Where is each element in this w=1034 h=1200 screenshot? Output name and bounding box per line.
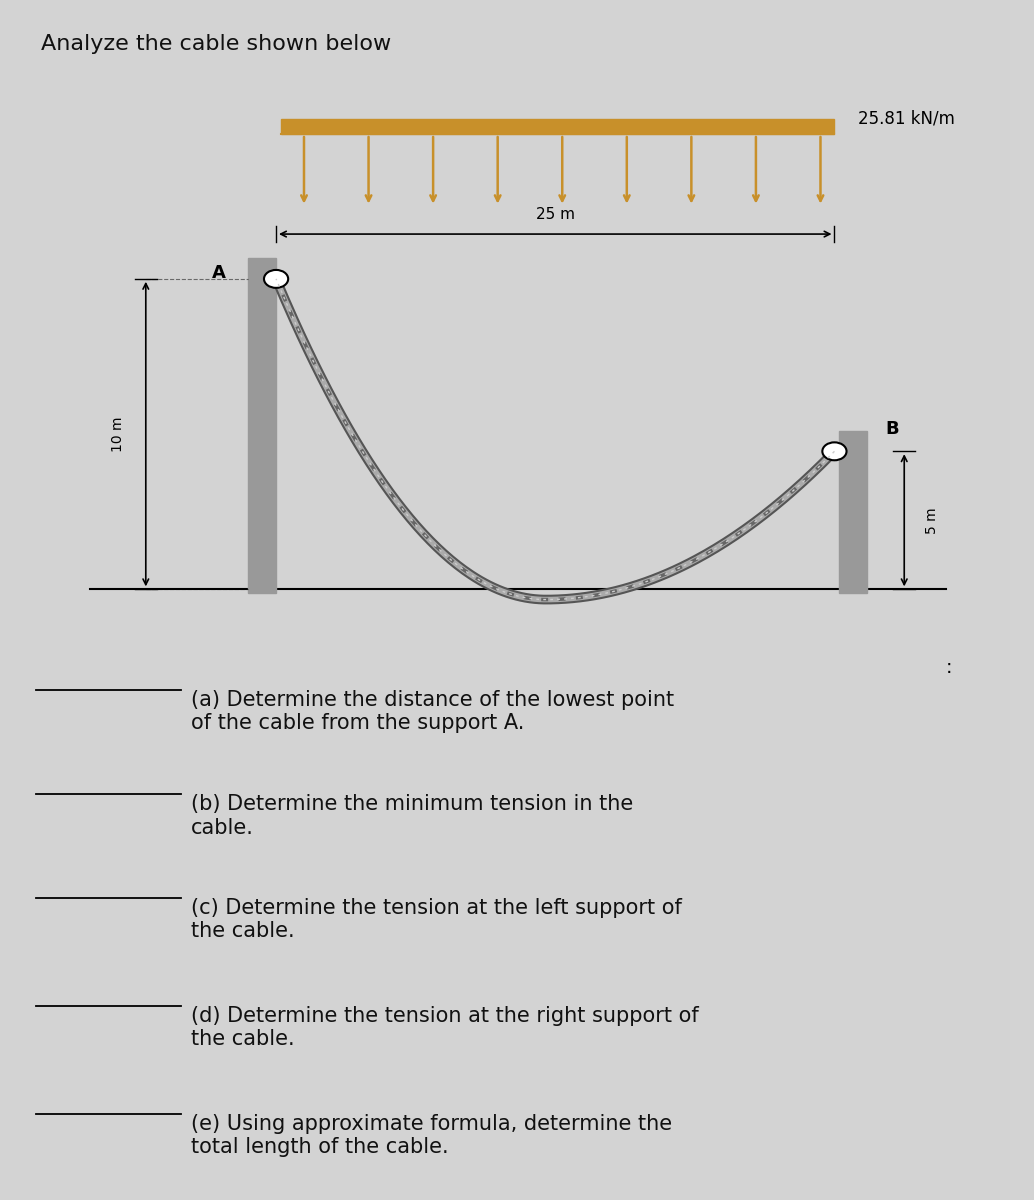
Text: (e) Using approximate formula, determine the
total length of the cable.: (e) Using approximate formula, determine… [191,1114,672,1157]
Text: A: A [211,264,225,282]
Bar [840,431,868,593]
Bar [248,258,276,593]
Text: :: : [946,658,952,677]
Text: B: B [885,420,899,438]
Text: Analyze the cable shown below: Analyze the cable shown below [41,34,392,54]
Bar [281,119,834,134]
Text: 10 m: 10 m [111,416,125,452]
Text: 5 m: 5 m [925,506,939,534]
Text: (a) Determine the distance of the lowest point
of the cable from the support A.: (a) Determine the distance of the lowest… [191,690,674,733]
Text: (b) Determine the minimum tension in the
cable.: (b) Determine the minimum tension in the… [191,794,634,838]
Circle shape [822,443,847,461]
Text: 25.81 kN/m: 25.81 kN/m [858,110,954,128]
Circle shape [264,270,288,288]
Text: (d) Determine the tension at the right support of
the cable.: (d) Determine the tension at the right s… [191,1006,699,1049]
Text: (c) Determine the tension at the left support of
the cable.: (c) Determine the tension at the left su… [191,898,682,941]
Text: 25 m: 25 m [536,206,575,222]
